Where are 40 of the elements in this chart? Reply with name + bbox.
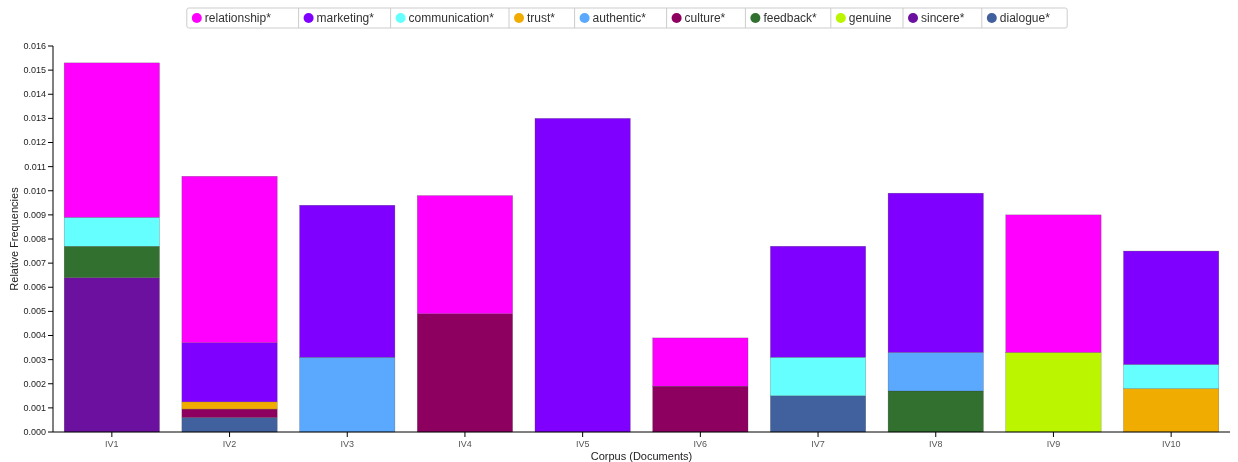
- bar: [534, 118, 631, 433]
- legend-label: feedback*: [763, 11, 818, 25]
- y-tick-label: 0.014: [23, 89, 46, 100]
- x-tick-label: IV10: [1161, 439, 1181, 449]
- legend-label: marketing*: [316, 11, 375, 25]
- y-tick-label: 0.005: [23, 306, 46, 317]
- legend-label: communication*: [408, 11, 495, 25]
- x-tick-label: IV8: [928, 439, 943, 449]
- y-tick-label: 0.002: [23, 378, 46, 389]
- legend-label: authentic*: [592, 11, 647, 25]
- y-axis-title: Relative Frequencies: [8, 186, 20, 291]
- y-tick-label: 0.008: [23, 233, 46, 244]
- y-tick-label: 0.009: [23, 209, 46, 220]
- x-tick-label: IV4: [458, 439, 472, 449]
- x-tick-label: IV1: [105, 439, 119, 449]
- y-tick-label: 0.010: [23, 185, 46, 196]
- y-tick-label: 0.015: [23, 65, 46, 75]
- y-tick-label: 0.013: [23, 113, 46, 124]
- legend-label: culture*: [684, 11, 726, 25]
- legend-label: sincere*: [921, 11, 965, 25]
- legend-label: dialogue*: [999, 11, 1051, 25]
- x-axis-title: Corpus (Documents): [590, 450, 693, 462]
- legend-label: genuine: [848, 11, 892, 25]
- y-tick-label: 0.006: [23, 282, 46, 293]
- y-tick-label: 0.007: [23, 258, 46, 269]
- x-tick-label: IV3: [340, 439, 355, 449]
- y-tick-label: 0.000: [23, 426, 46, 437]
- x-tick-label: IV9: [1046, 439, 1061, 449]
- y-tick-label: 0.003: [23, 354, 46, 365]
- x-tick-label: IV2: [222, 439, 237, 449]
- x-tick-label: IV5: [575, 439, 590, 449]
- y-tick-label: 0.004: [23, 330, 46, 341]
- y-tick-label: 0.011: [24, 161, 46, 172]
- y-tick-label: 0.001: [23, 402, 46, 413]
- y-tick-label: 0.016: [23, 40, 46, 51]
- y-tick-label: 0.012: [23, 137, 46, 148]
- x-tick-label: IV6: [693, 439, 708, 449]
- x-tick-label: IV7: [811, 439, 825, 449]
- legend-label: relationship*: [204, 11, 272, 25]
- legend-label: trust*: [527, 11, 556, 25]
